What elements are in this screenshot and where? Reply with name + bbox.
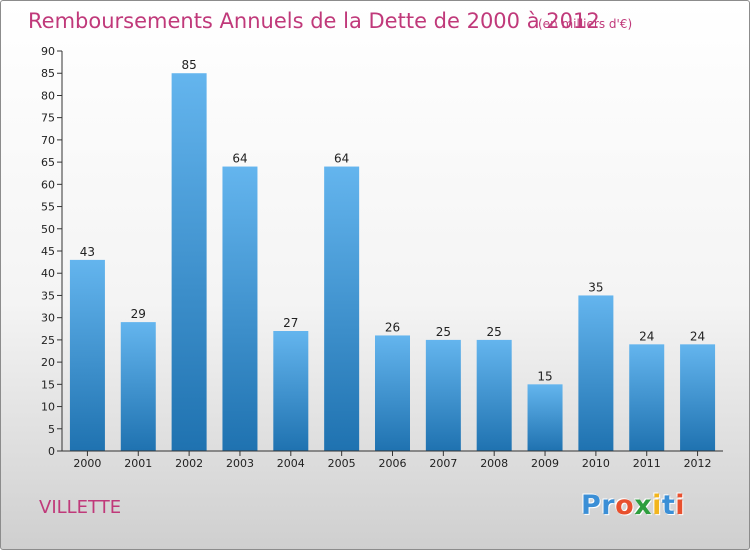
y-tick-label: 70 xyxy=(41,134,55,147)
bar-value-label: 64 xyxy=(232,152,247,166)
bar-2004 xyxy=(273,331,309,451)
y-tick-label: 85 xyxy=(41,67,55,80)
y-tick-label: 30 xyxy=(41,312,55,325)
x-tick-label: 2005 xyxy=(328,457,356,470)
logo-letter: P xyxy=(581,490,602,521)
y-tick-label: 55 xyxy=(41,201,55,214)
x-tick-label: 2000 xyxy=(73,457,101,470)
bar-value-label: 27 xyxy=(283,316,298,330)
y-tick-label: 15 xyxy=(41,378,55,391)
y-tick-label: 90 xyxy=(41,45,55,58)
chart-unit: (en milliers d'€) xyxy=(538,17,633,31)
logo-letter: i xyxy=(675,490,686,521)
y-tick-label: 25 xyxy=(41,334,55,347)
bar-value-label: 64 xyxy=(334,152,349,166)
x-tick-label: 2001 xyxy=(124,457,152,470)
bar-2003 xyxy=(222,166,258,452)
bar-value-label: 35 xyxy=(588,280,603,294)
logo-letter: i xyxy=(652,490,662,521)
bar-2000 xyxy=(69,259,105,451)
x-tick-label: 2009 xyxy=(531,457,559,470)
bars: 43 29 85 64 27 64 26 25 25 15 35 24 24 xyxy=(69,58,716,452)
x-tick-label: 2006 xyxy=(379,457,407,470)
y-tick-label: 75 xyxy=(41,112,55,125)
y-axis: 0 5 10 15 20 25 30 35 40 45 50 55 60 65 70 75 80 85 90 xyxy=(41,45,63,458)
y-tick-label: 0 xyxy=(48,445,55,458)
bar-value-label: 24 xyxy=(690,329,705,343)
logo-letter: t xyxy=(661,490,676,521)
bar-2010 xyxy=(578,295,614,451)
bar-2008 xyxy=(476,339,512,451)
x-tick-label: 2007 xyxy=(429,457,457,470)
y-tick-label: 50 xyxy=(41,223,55,236)
y-tick-label: 80 xyxy=(41,89,55,102)
bar-value-label: 85 xyxy=(181,58,196,72)
bar-2005 xyxy=(324,166,360,452)
logo-letter: r xyxy=(601,490,616,521)
bar-value-label: 25 xyxy=(436,325,451,339)
bar-value-label: 29 xyxy=(131,307,146,321)
x-tick-label: 2008 xyxy=(480,457,508,470)
x-tick-label: 2003 xyxy=(226,457,254,470)
y-tick-label: 40 xyxy=(41,267,55,280)
bar-2011 xyxy=(629,344,665,451)
x-axis: 2000 2001 2002 2003 2004 2005 2006 2007 2008 2009… xyxy=(62,450,723,470)
x-tick-label: 2011 xyxy=(633,457,661,470)
x-tick-label: 2002 xyxy=(175,457,203,470)
chart-title: Remboursements Annuels de la Dette de 20… xyxy=(28,9,600,33)
bar-value-label: 24 xyxy=(639,329,654,343)
x-tick-label: 2004 xyxy=(277,457,305,470)
logo-letter: x xyxy=(634,490,653,521)
bar-value-label: 25 xyxy=(487,325,502,339)
bar-2006 xyxy=(375,335,410,451)
bar-2002 xyxy=(171,73,207,451)
y-tick-label: 5 xyxy=(48,423,55,436)
commune-name: VILLETTE xyxy=(39,497,122,518)
y-tick-label: 65 xyxy=(41,156,55,169)
x-tick-label: 2010 xyxy=(582,457,610,470)
y-tick-label: 20 xyxy=(41,356,55,369)
y-tick-label: 60 xyxy=(41,178,55,191)
y-tick-label: 35 xyxy=(41,289,55,302)
bar-value-label: 15 xyxy=(537,369,552,383)
bar-2001 xyxy=(120,322,156,451)
bar-2009 xyxy=(527,384,563,451)
logo-letter: o xyxy=(615,490,635,521)
bar-2007 xyxy=(425,339,461,451)
x-tick-label: 2012 xyxy=(684,457,712,470)
y-tick-label: 10 xyxy=(41,401,55,414)
proxiti-logo: Proxiti xyxy=(581,490,685,521)
y-tick-label: 45 xyxy=(41,245,55,258)
bar-value-label: 43 xyxy=(80,245,95,259)
bar-2012 xyxy=(680,344,716,451)
bar-value-label: 26 xyxy=(385,320,400,334)
